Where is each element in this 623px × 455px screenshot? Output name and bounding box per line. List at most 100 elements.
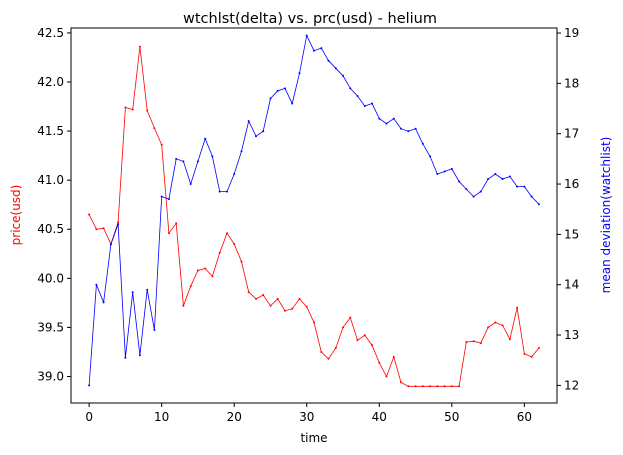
data-point [465, 341, 468, 344]
data-point [407, 385, 410, 388]
data-point [465, 188, 468, 191]
data-point [436, 385, 439, 388]
data-point [363, 105, 366, 107]
data-point [313, 321, 315, 324]
data-point [320, 351, 323, 353]
data-point [160, 143, 163, 146]
data-point [175, 157, 178, 160]
data-point [102, 227, 105, 230]
x-tick-label: 40 [372, 410, 387, 424]
data-point [284, 87, 286, 90]
data-point [320, 47, 323, 50]
data-point [124, 356, 127, 359]
x-tick-label: 0 [85, 410, 93, 424]
data-point [269, 304, 272, 307]
data-point [233, 243, 236, 245]
data-point [88, 213, 91, 216]
data-point [189, 285, 192, 288]
data-point [385, 122, 388, 125]
right-y-axis-label: mean deviation(watchlist) [599, 137, 613, 294]
data-point [211, 155, 214, 158]
left-y-tick-label: 42.5 [37, 26, 64, 40]
data-point [291, 307, 294, 310]
data-point [131, 108, 134, 111]
data-point [400, 127, 402, 130]
data-point [196, 269, 199, 272]
data-point [494, 321, 497, 324]
data-point [327, 59, 330, 62]
data-point [211, 275, 214, 278]
data-point [255, 135, 257, 138]
data-point [276, 89, 279, 92]
data-point [472, 195, 475, 198]
right-y-tick-label: 13 [564, 328, 579, 342]
data-point [392, 117, 395, 120]
right-y-tick-label: 15 [564, 227, 579, 241]
data-point [262, 130, 265, 133]
data-point [472, 340, 475, 343]
x-axis-ticks: 0 10 20 30 40 50 60 [85, 403, 532, 424]
data-point [487, 326, 490, 329]
data-point [378, 361, 381, 364]
data-point [117, 223, 120, 226]
x-tick-label: 50 [444, 410, 459, 424]
data-point [334, 67, 337, 70]
data-point [327, 357, 330, 360]
data-point [385, 375, 388, 378]
data-point [102, 301, 105, 304]
data-point [523, 352, 526, 355]
data-point [153, 127, 156, 130]
data-point [175, 222, 178, 225]
right-y-tick-label: 18 [564, 76, 579, 90]
data-point [450, 385, 453, 388]
data-point [436, 173, 439, 175]
data-point [516, 306, 519, 309]
data-point [501, 178, 504, 180]
data-point [508, 338, 511, 341]
data-point [479, 342, 482, 345]
data-point [494, 173, 497, 175]
left-y-tick-label: 39.0 [37, 369, 64, 383]
data-point [146, 109, 149, 112]
right-y-axis-ticks: 12 13 14 15 16 17 18 19 [557, 26, 579, 392]
data-point [117, 221, 120, 224]
data-point [182, 160, 185, 163]
data-point [182, 304, 185, 307]
plot-area [70, 27, 558, 404]
data-point [421, 142, 424, 145]
data-point [226, 232, 228, 235]
left-y-tick-label: 40.0 [37, 271, 64, 285]
series-line [88, 46, 540, 387]
left-y-tick-label: 42.0 [37, 75, 64, 89]
data-point [247, 291, 250, 294]
x-tick-label: 20 [227, 410, 242, 424]
data-point [138, 354, 141, 357]
data-point [146, 288, 149, 291]
data-point [124, 106, 127, 109]
data-point [371, 102, 373, 105]
data-point [262, 294, 265, 296]
x-tick-label: 30 [299, 410, 314, 424]
data-point [479, 190, 482, 193]
data-point [414, 385, 417, 388]
data-point [400, 381, 402, 384]
data-point [269, 97, 272, 100]
data-point [88, 384, 91, 387]
data-point [95, 228, 98, 231]
data-point [349, 316, 352, 319]
data-point [196, 160, 199, 163]
data-point [255, 297, 257, 300]
left-y-axis-ticks: 39.0 39.5 40.0 40.5 41.0 41.5 42.0 42.5 [37, 26, 71, 383]
data-point [305, 305, 308, 308]
x-tick-label: 10 [154, 410, 169, 424]
data-point [443, 170, 446, 173]
data-point [218, 251, 221, 254]
data-point [247, 120, 250, 123]
chart-title: wtchlst(delta) vs. prc(usd) - helium [183, 11, 437, 27]
data-point [204, 137, 207, 140]
data-point [167, 198, 170, 201]
right-y-tick-label: 17 [564, 127, 579, 141]
data-point [443, 385, 446, 388]
data-point [153, 329, 156, 331]
